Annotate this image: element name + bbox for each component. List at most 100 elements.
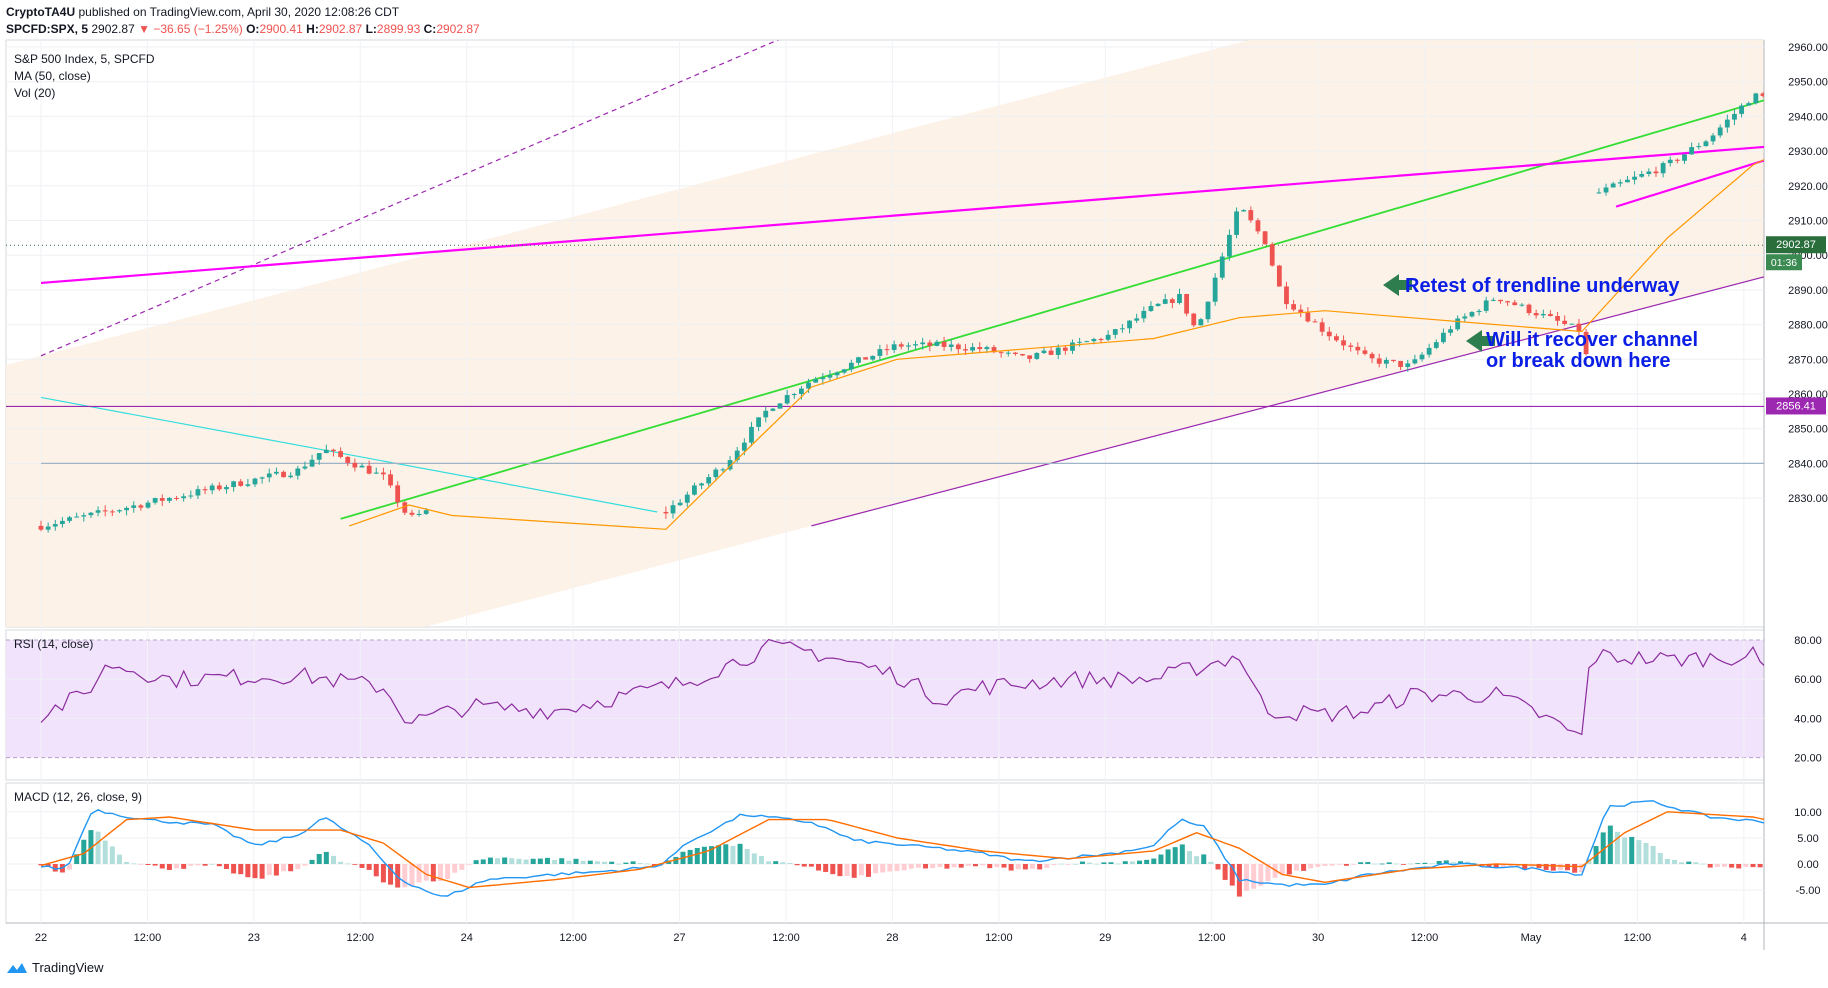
macd-bar (509, 858, 515, 864)
macd-bar (587, 860, 593, 864)
macd-bar (1400, 864, 1406, 865)
macd-bar (794, 864, 800, 866)
candle-body (1632, 176, 1637, 180)
macd-bar (858, 864, 864, 876)
trendlines (6, 33, 1828, 527)
candle-body (1405, 363, 1411, 367)
price-tick-label: 2940.00 (1788, 111, 1828, 123)
macd-bar (1507, 864, 1513, 867)
macd-bar (395, 864, 401, 888)
macd-bar (594, 861, 600, 864)
macd-bar (1486, 864, 1492, 867)
macd-bar (67, 864, 73, 870)
ma50-line (349, 158, 1764, 530)
macd-bar (1643, 842, 1649, 864)
candle-body (38, 525, 44, 530)
tradingview-logo[interactable]: TradingView (6, 960, 104, 975)
macd-pane[interactable] (5, 782, 1765, 924)
macd-bar (530, 858, 536, 864)
macd-bar (844, 864, 850, 876)
candle-body (1462, 316, 1468, 319)
macd-bar (958, 864, 964, 868)
macd-bar (865, 864, 871, 877)
macd-bar (138, 864, 144, 865)
candle-body (1055, 347, 1061, 355)
candle-body (1596, 192, 1602, 194)
macd-bar (1293, 864, 1299, 871)
candle-body (388, 474, 393, 486)
candle-body (877, 349, 883, 356)
candle-body (1062, 347, 1068, 351)
trendline-magenta-long[interactable] (40, 103, 1828, 285)
macd-bar (1458, 861, 1464, 864)
macd-bar (245, 864, 251, 878)
price-axis[interactable] (1764, 40, 1828, 923)
macd-bar (730, 845, 736, 864)
macd-bar (1079, 861, 1085, 864)
candle-body (174, 497, 179, 499)
candle-body (1319, 322, 1325, 332)
candle-body (224, 487, 229, 490)
candle-body (1070, 342, 1075, 351)
macd-bar (423, 864, 429, 881)
trendline-lower-channel[interactable] (811, 47, 1828, 527)
macd-bar (1336, 864, 1342, 865)
macd-bar (994, 864, 1000, 868)
macd-bar (1600, 832, 1606, 864)
candle-body (45, 526, 51, 530)
price-tick-label: 2830.00 (1788, 493, 1828, 505)
annotation-retest: Retest of trendline underway (1383, 274, 1680, 297)
candle-body (295, 468, 301, 476)
candle-body (1469, 312, 1475, 317)
macd-line (40, 800, 1764, 897)
candle-body (352, 462, 358, 468)
candle-body (1020, 353, 1025, 356)
trendline-magenta-steep[interactable] (1615, 33, 1828, 208)
trendline-green-trendline[interactable] (340, 33, 1828, 520)
candle-body (1455, 318, 1461, 330)
macd-bar (259, 864, 265, 879)
macd-bar (116, 854, 122, 864)
candle-body (409, 512, 415, 515)
candle-body (1703, 141, 1709, 147)
candle-body (1191, 313, 1197, 326)
macd-bar (166, 864, 172, 870)
macd-bar (1151, 858, 1157, 864)
candle-body (1646, 171, 1652, 175)
trendline-cyan-trendline[interactable] (40, 396, 658, 513)
macd-bar (266, 864, 272, 876)
candle-body (1098, 339, 1104, 341)
publish-line: CryptoTA4U published on TradingView.com,… (6, 5, 400, 19)
macd-bar (1137, 860, 1143, 864)
macd-bar (516, 858, 522, 864)
macd-tick-label: -5.00 (1795, 885, 1820, 897)
candle-body (1291, 304, 1297, 310)
macd-tick-label: 5.00 (1797, 833, 1818, 845)
svg-text:2902.87: 2902.87 (1776, 239, 1816, 251)
rsi-tick-label: 40.00 (1794, 713, 1822, 725)
candle-body (941, 341, 947, 347)
candle-body (188, 495, 194, 497)
macd-bar (1650, 846, 1656, 864)
candle-body (1177, 294, 1182, 303)
candle-body (309, 459, 315, 467)
macd-bar (416, 864, 422, 883)
author[interactable]: CryptoTA4U (6, 5, 76, 19)
candle-body (1134, 318, 1140, 321)
macd-bar (544, 857, 550, 864)
legend-ma: MA (50, close) (14, 69, 91, 83)
macd-bar (323, 851, 329, 864)
macd-bar (131, 863, 137, 865)
macd-bar (188, 864, 194, 866)
time-tick-label: 12:00 (134, 932, 162, 944)
candle-body (323, 449, 329, 454)
candle-body (891, 344, 897, 350)
macd-bar (95, 831, 101, 864)
candle-body (1013, 352, 1018, 354)
macd-bar (1622, 837, 1628, 864)
rsi-line (40, 638, 1764, 736)
candle-body (1219, 256, 1225, 278)
candle-body (1341, 340, 1346, 346)
trendline-upper-channel[interactable] (40, 37, 786, 357)
